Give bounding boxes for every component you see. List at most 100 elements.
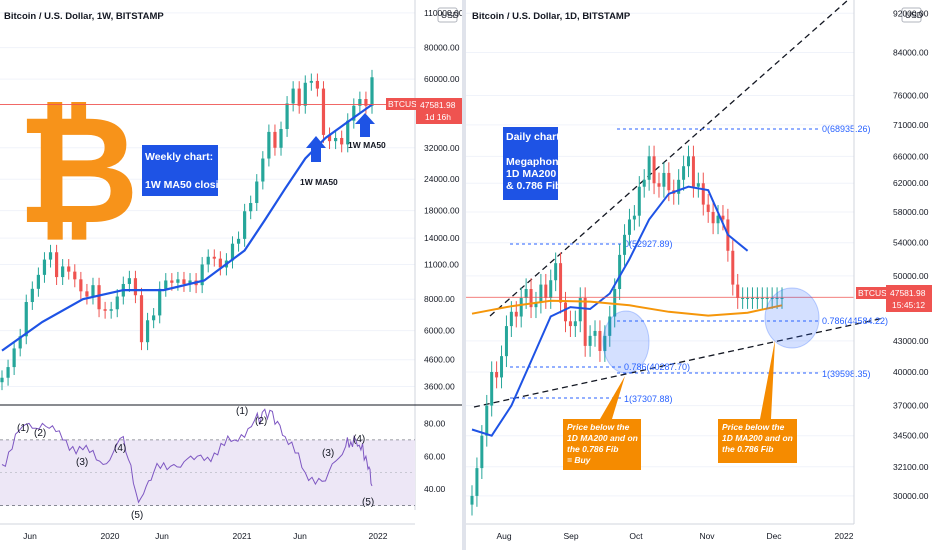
- weekly-currency-label: USD: [441, 10, 459, 20]
- weekly-price-tag-value: 47581.98: [420, 100, 456, 110]
- candle-body: [716, 215, 720, 224]
- highlight-circle-right: [764, 287, 820, 349]
- daily-ma200-line: [471, 299, 783, 317]
- candle-body: [315, 80, 320, 89]
- daily-symbol-tag-bg: [856, 287, 886, 299]
- candle-body: [662, 172, 666, 187]
- candle-body: [152, 315, 156, 321]
- candle-body: [243, 211, 247, 239]
- candle-body: [509, 311, 513, 327]
- candle-body: [495, 372, 499, 378]
- candle-body: [504, 326, 508, 357]
- candle-body: [563, 302, 567, 322]
- price-tick-label: 11000.00: [424, 259, 459, 269]
- price-tick-label: 3600.00: [424, 381, 455, 391]
- candle-body: [79, 279, 83, 292]
- rsi-count-label: (3): [76, 457, 88, 468]
- candle-body: [285, 103, 289, 129]
- daily-note-background: [503, 127, 558, 200]
- daily-price-tag: 47581.98 15:45:12: [886, 285, 932, 312]
- weekly-header: Bitcoin / U.S. Dollar, 1W, BITSTAMP: [4, 11, 164, 22]
- candle-body: [701, 183, 705, 205]
- callout-left-line: 1D MA200 and on: [567, 433, 638, 443]
- candle-body: [539, 284, 543, 303]
- candle-body: [608, 316, 612, 336]
- candle-body: [249, 203, 253, 212]
- candle-body: [637, 186, 641, 216]
- candle-body: [48, 252, 53, 260]
- daily-note-line-3: Megaphone: [506, 156, 564, 168]
- price-tick-label: 50000.00: [893, 271, 929, 281]
- candle-body: [67, 266, 71, 272]
- candle-body: [370, 77, 374, 106]
- candle-body: [755, 297, 759, 299]
- up-arrow-icon: [355, 113, 375, 137]
- daily-currency-badge[interactable]: USD: [901, 7, 923, 23]
- candle-body: [613, 289, 617, 317]
- candle-body: [12, 348, 16, 368]
- daily-note-line-5: & 0.786 Fib: [506, 180, 561, 192]
- daily-ma50-line: [471, 185, 749, 437]
- candle-body: [721, 215, 725, 220]
- candle-body: [627, 219, 631, 235]
- fib-label: 0.786(44584.22): [822, 316, 888, 326]
- fib-label: 0(52927.89): [624, 239, 673, 249]
- weekly-note-background: [142, 145, 218, 196]
- candle-body: [588, 335, 592, 346]
- weekly-ma50-line: [1, 103, 373, 352]
- callout-right-line: the 0.786 Fib: [722, 444, 774, 454]
- price-tick-label: 14000.00: [424, 233, 460, 243]
- weekly-currency-badge[interactable]: USD: [437, 7, 459, 23]
- time-tick-label: 2022: [835, 531, 854, 541]
- candle-body: [54, 252, 59, 278]
- candle-body: [731, 250, 735, 285]
- candle-body: [303, 82, 307, 106]
- candle-body: [279, 128, 283, 148]
- fib-label: 1(39598.35): [822, 369, 871, 379]
- rsi-count-label: (5): [362, 497, 374, 508]
- candle-body: [691, 156, 695, 187]
- candle-body: [109, 309, 113, 311]
- up-arrow-icon: [306, 136, 326, 162]
- candle-body: [145, 320, 150, 343]
- fib-levels: 0(68935.26) 0(52927.89) 0.786(44584.22) …: [510, 124, 888, 404]
- candle-body: [158, 288, 162, 316]
- candle-body: [682, 166, 686, 180]
- rsi-tick-label: 60.00: [424, 451, 446, 461]
- weekly-price-tag-time: 1d 16h: [425, 112, 451, 122]
- candle-body: [652, 156, 656, 184]
- candle-body: [632, 215, 636, 220]
- candle-body: [554, 263, 558, 281]
- candle-body: [42, 259, 47, 275]
- price-tick-label: 84000.00: [893, 47, 929, 57]
- price-tick-label: 80000.00: [424, 43, 460, 53]
- candle-body: [206, 256, 210, 265]
- weekly-symbol-tag: BTCUSD: [386, 98, 423, 110]
- candle-body: [583, 297, 587, 346]
- price-tick-label: 34500.00: [893, 431, 929, 441]
- candle-body: [309, 80, 313, 83]
- candle-body: [273, 131, 277, 148]
- daily-header: Bitcoin / U.S. Dollar, 1D, BITSTAMP: [472, 11, 631, 22]
- time-tick-label: Jun: [155, 531, 169, 541]
- time-tick-label: 2020: [101, 531, 120, 541]
- candle-body: [334, 137, 338, 142]
- callout-right: Price below the 1D MA200 and on the 0.78…: [718, 340, 797, 463]
- candle-body: [470, 495, 474, 505]
- candle-body: [212, 256, 216, 259]
- weekly-rsi-line: [1, 408, 373, 504]
- candle-body: [741, 297, 745, 299]
- candle-body: [176, 279, 180, 283]
- candle-body: [711, 211, 715, 224]
- candle-body: [475, 468, 479, 496]
- candle-body: [775, 297, 779, 299]
- rsi-count-label: (3): [322, 448, 334, 459]
- candle-body: [750, 297, 754, 299]
- candle-body: [236, 238, 241, 244]
- candle-body: [297, 88, 301, 106]
- candle-body: [85, 291, 89, 297]
- candle-body: [30, 288, 34, 303]
- candle-body: [746, 297, 750, 299]
- weekly-time-axis: Jun 2020 Jun 2021 Jun 2022: [23, 531, 388, 541]
